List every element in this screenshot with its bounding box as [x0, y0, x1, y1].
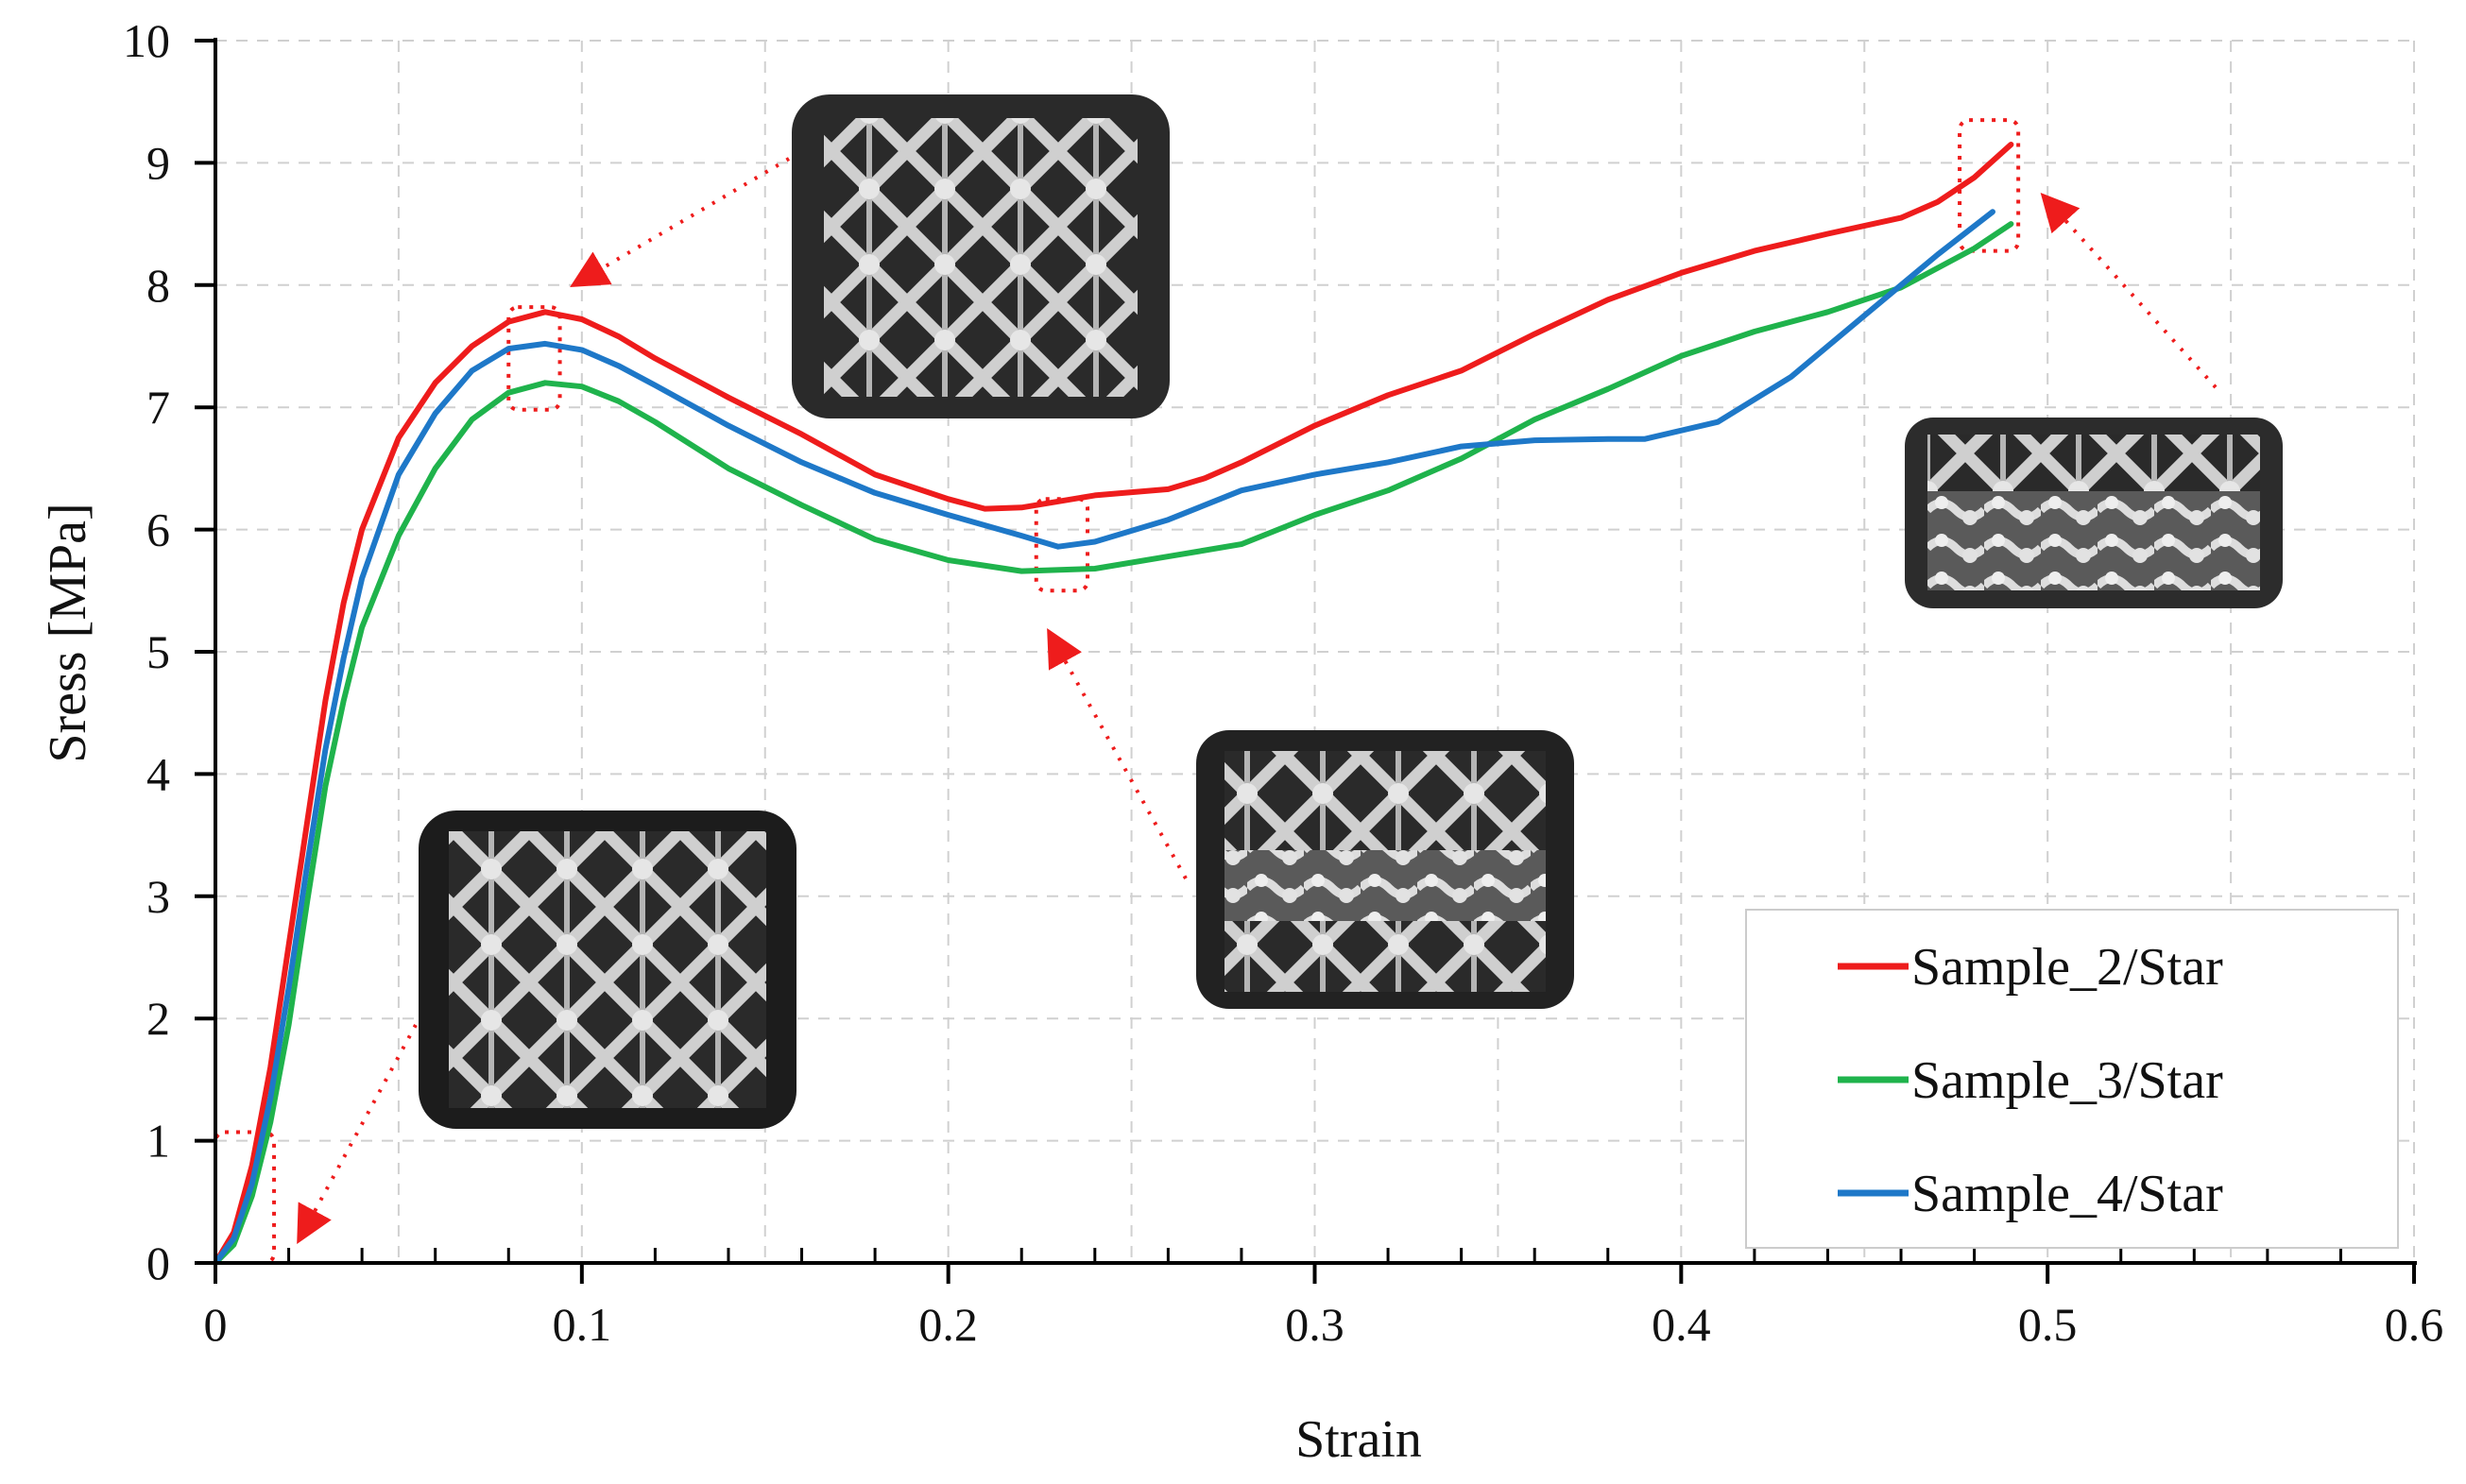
annotation-box [1034, 497, 1090, 593]
valley-arrow [1047, 628, 1188, 879]
y-tick-label: 4 [146, 747, 170, 800]
x-tick-label: 0.6 [2385, 1298, 2444, 1351]
y-tick-label: 2 [146, 992, 170, 1045]
densified-lattice-photo [1905, 418, 2283, 608]
initial-lattice-photo [419, 810, 796, 1129]
x-tick-label: 0.1 [553, 1298, 612, 1351]
y-tick-label: 5 [146, 625, 170, 678]
x-tick-label: 0.3 [1285, 1298, 1344, 1351]
series-line [215, 142, 2014, 1266]
annotation-box [506, 305, 562, 412]
legend-label: Sample_4/Star [1911, 1165, 2223, 1223]
y-tick-label: 9 [146, 136, 170, 189]
y-tick-label: 10 [123, 14, 170, 67]
densification-arrow [2040, 193, 2218, 389]
y-tick-label: 3 [146, 870, 170, 923]
legend-label: Sample_2/Star [1911, 938, 2223, 997]
x-tick-label: 0.2 [918, 1298, 978, 1351]
y-tick-label: 8 [146, 259, 170, 312]
x-tick-label: 0 [204, 1298, 228, 1351]
first-peak-arrow [570, 157, 791, 288]
legend-label: Sample_3/Star [1911, 1051, 2223, 1110]
y-axis-title: Sress [MPa] [39, 503, 97, 762]
series-line [215, 209, 1995, 1266]
x-axis-title: Strain [1295, 1410, 1422, 1469]
x-tick-label: 0.5 [2018, 1298, 2078, 1351]
annotations [214, 118, 2021, 1265]
tick-labels: 0 0.1 0.2 0.3 0.4 0.5 0.6 0 1 2 3 4 5 6 7 8 9 10 [123, 14, 2443, 1351]
series-line [215, 221, 2014, 1266]
series-lines [215, 142, 2014, 1266]
y-tick-label: 6 [146, 503, 170, 556]
valley-lattice-photo [1196, 730, 1574, 1009]
axes [195, 38, 2417, 1284]
y-tick-label: 1 [146, 1115, 170, 1168]
inset-photos [419, 94, 2283, 1129]
annotation-arrows [297, 157, 2218, 1245]
legend: Sample_2/Star Sample_3/Star Sample_4/Star [1745, 909, 2399, 1249]
first-peak-lattice-photo [792, 94, 1170, 418]
x-tick-label: 0.4 [1652, 1298, 1711, 1351]
y-tick-label: 0 [146, 1237, 170, 1289]
y-tick-label: 7 [146, 381, 170, 434]
